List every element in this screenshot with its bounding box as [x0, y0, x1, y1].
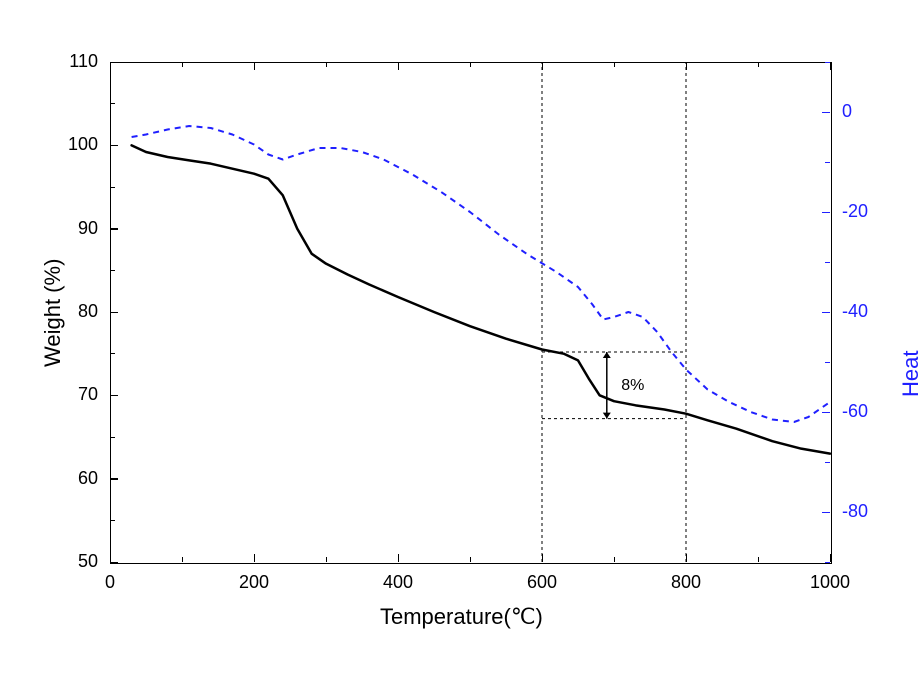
- y-left-tick: [110, 62, 118, 64]
- y-right-minor-tick: [825, 162, 830, 163]
- annotation-label: 8%: [621, 377, 644, 395]
- x-tick: [110, 62, 112, 70]
- x-tick: [686, 554, 688, 562]
- x-axis-label: Temperature(℃): [380, 604, 543, 630]
- y-right-tick-label: -40: [842, 301, 868, 322]
- x-minor-tick: [470, 557, 471, 562]
- y-right-axis-label: Heat Flow (mW): [898, 343, 921, 397]
- x-minor-tick: [326, 557, 327, 562]
- chart-container: Temperature(℃) Weight (%) Heat Flow (mW)…: [0, 0, 921, 678]
- y-right-minor-tick: [825, 62, 830, 63]
- y-left-tick-label: 80: [78, 301, 98, 322]
- plot-svg: [0, 0, 921, 678]
- y-right-tick-label: -20: [842, 201, 868, 222]
- y-left-axis-label: Weight (%): [40, 259, 66, 367]
- y-left-tick-label: 110: [69, 51, 98, 72]
- y-right-minor-tick: [825, 262, 830, 263]
- y-right-minor-tick: [825, 562, 830, 563]
- x-tick-label: 800: [666, 572, 706, 593]
- weight-series-line: [132, 145, 830, 453]
- x-minor-tick: [614, 557, 615, 562]
- y-right-tick: [822, 112, 830, 114]
- x-tick-label: 600: [522, 572, 562, 593]
- x-minor-tick: [182, 557, 183, 562]
- y-left-minor-tick: [110, 437, 115, 438]
- y-left-tick-label: 60: [78, 468, 98, 489]
- y-left-tick-label: 90: [78, 218, 98, 239]
- y-left-tick: [110, 562, 118, 564]
- x-tick: [254, 62, 256, 70]
- y-right-tick: [822, 312, 830, 314]
- y-right-tick-label: 0: [842, 101, 852, 122]
- y-left-tick: [110, 145, 118, 147]
- x-tick: [398, 554, 400, 562]
- x-tick: [542, 62, 544, 70]
- y-left-tick: [110, 478, 118, 480]
- y-left-tick: [110, 312, 118, 314]
- x-tick-label: 0: [90, 572, 130, 593]
- x-tick: [830, 62, 832, 70]
- x-minor-tick: [326, 62, 327, 67]
- y-right-tick: [822, 412, 830, 414]
- y-left-minor-tick: [110, 270, 115, 271]
- y-right-minor-tick: [825, 362, 830, 363]
- x-tick-label: 1000: [810, 572, 850, 593]
- x-tick: [686, 62, 688, 70]
- y-right-tick: [822, 512, 830, 514]
- y-left-minor-tick: [110, 353, 115, 354]
- x-tick: [254, 554, 256, 562]
- x-minor-tick: [182, 62, 183, 67]
- y-left-tick-label: 70: [78, 384, 98, 405]
- y-left-tick: [110, 228, 118, 230]
- x-minor-tick: [614, 62, 615, 67]
- y-left-minor-tick: [110, 103, 115, 104]
- y-left-tick-label: 50: [78, 551, 98, 572]
- x-minor-tick: [758, 557, 759, 562]
- y-right-tick-label: -80: [842, 501, 868, 522]
- y-right-tick-label: -60: [842, 401, 868, 422]
- y-left-tick-label: 100: [68, 134, 98, 155]
- y-right-tick: [822, 212, 830, 214]
- annotation-arrowhead: [603, 352, 611, 358]
- x-tick-label: 200: [234, 572, 274, 593]
- y-left-tick: [110, 395, 118, 397]
- y-right-minor-tick: [825, 462, 830, 463]
- x-minor-tick: [758, 62, 759, 67]
- x-minor-tick: [470, 62, 471, 67]
- x-tick: [542, 554, 544, 562]
- x-tick: [398, 62, 400, 70]
- annotation-arrowhead: [603, 413, 611, 419]
- y-left-minor-tick: [110, 520, 115, 521]
- y-left-minor-tick: [110, 187, 115, 188]
- x-tick-label: 400: [378, 572, 418, 593]
